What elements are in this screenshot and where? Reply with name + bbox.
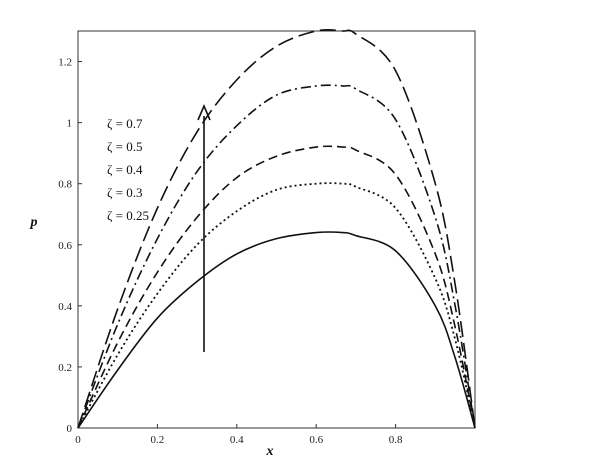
x-tick-label: 0.6 [309,434,323,446]
y-tick-label: 1.2 [58,57,72,69]
x-tick-label: 0.2 [151,434,165,446]
y-tick-label: 0.2 [58,362,72,374]
y-axis-title: p [30,215,38,230]
x-tick-label: 0 [75,434,81,446]
x-axis-title: x [266,444,274,459]
legend-entry-0: ζ = 0.7 [107,116,143,131]
series-line-4 [77,231,476,429]
legend-entry-4: ζ = 0.25 [107,208,149,223]
series-line-3 [77,182,476,429]
y-tick-label: 1 [67,118,73,130]
y-tick-label: 0 [67,423,73,435]
x-tick-label: 0.4 [230,434,244,446]
x-tick-label: 0.8 [389,434,403,446]
plot-frame [77,30,476,429]
series-line-0 [77,28,476,429]
y-tick-label: 0.6 [58,240,72,252]
legend-entry-3: ζ = 0.3 [107,185,142,200]
series-line-2 [77,145,476,429]
legend-entry-1: ζ = 0.5 [107,139,142,154]
y-tick-label: 0.8 [58,179,72,191]
y-tick-label: 0.4 [58,301,72,313]
legend-entry-2: ζ = 0.4 [107,162,143,177]
series-line-1 [77,84,476,429]
increase-arrow-head [197,103,211,121]
